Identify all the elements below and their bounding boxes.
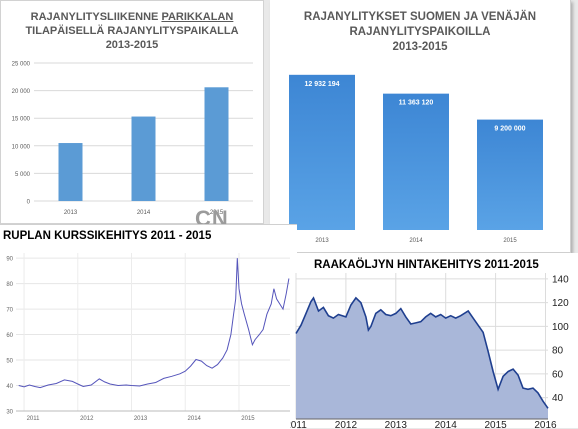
y-tick-label: 40: [552, 393, 564, 404]
chart-parikkala-title-line2: TILAPÄISELLÄ RAJANYLITYSPAIKALLA: [25, 25, 239, 37]
y-tick-label: 60: [552, 369, 564, 380]
bar-value-label: 11 363 120: [399, 100, 434, 107]
x-tick-label: 2013: [64, 210, 78, 216]
x-tick-label: 2015: [241, 416, 255, 422]
y-tick-label: 60: [6, 333, 13, 339]
bar-value-label: 12 932 194: [304, 81, 339, 88]
chart-parikkala: RAJANYLITYSLIIKENNE PARIKKALAN TILAPÄISE…: [0, 0, 264, 224]
chart-ruble-title: RUPLAN KURSSIKEHITYS 2011 - 2015: [3, 230, 212, 242]
bar: [289, 74, 355, 230]
y-tick-label: 80: [6, 282, 13, 288]
x-tick-label: 2014: [435, 420, 458, 428]
chart-parikkala-title-line1: RAJANYLITYSLIIKENNE PARIKKALAN: [30, 11, 234, 23]
y-tick-label: 30: [6, 410, 13, 416]
x-tick-label: 2013: [315, 238, 329, 244]
chart-crossings-plot: 12 932 194 2013 11 363 120 2014 9 200 000 201…: [289, 74, 543, 244]
y-tick-label: 5 000: [15, 172, 31, 178]
x-tick-label: 2011: [27, 416, 41, 422]
x-tick-label: 2015: [484, 420, 507, 428]
series-line: [18, 258, 290, 389]
y-tick-label: 80: [552, 346, 564, 357]
y-tick-label: 100: [552, 322, 569, 333]
x-tick-label: 2013: [385, 420, 408, 428]
bar-value-label: 9 200 000: [494, 126, 525, 133]
chart-crossings-title-line1: RAJANYLITYKSET SUOMEN JA VENÄJÄN: [303, 11, 537, 23]
bar: [383, 93, 449, 230]
chart-ruble: 30 40 50 60 70 80 90 2011 2012 2013 2014 2015 RUPLA…: [0, 224, 297, 429]
bar: [477, 119, 543, 230]
y-tick-label: 20 000: [12, 89, 31, 95]
x-tick-label: 2016: [534, 420, 557, 428]
y-tick-label: 0: [27, 200, 31, 206]
chart-crossings-title-line3: 2013-2015: [392, 41, 448, 53]
bar: [204, 87, 229, 201]
y-tick-label: 40: [6, 384, 13, 390]
x-tick-label: 2012: [80, 416, 94, 422]
chart-ruble-plot: 30 40 50 60 70 80 90 2011 2012 2013 2014 2015: [6, 253, 290, 422]
y-tick-label: 90: [6, 257, 13, 263]
chart-oil: 406080100120140201120122013201420152016 …: [290, 253, 578, 428]
chart-crossings: RAJANYLITYKSET SUOMEN JA VENÄJÄN RAJANYL…: [270, 0, 571, 253]
bar: [58, 143, 83, 201]
x-tick-label: 2014: [188, 416, 202, 422]
y-tick-label: 10 000: [12, 144, 31, 150]
series-line: [295, 296, 549, 409]
x-tick-label: 2015: [210, 210, 224, 216]
x-tick-label: 2012: [335, 420, 358, 428]
x-tick-label: 2014: [409, 238, 423, 244]
chart-oil-plot: 40 60 80 100 120 140 2011 2012 2013 2014 2015 2016: [290, 273, 569, 428]
y-tick-label: 50: [6, 359, 13, 365]
x-tick-label: 2011: [290, 420, 307, 428]
series-area: [296, 297, 548, 419]
chart-oil-title: RAAKAÖLJYN HINTAKEHITYS 2011-2015: [314, 259, 539, 271]
bar: [131, 116, 156, 201]
x-tick-label: 2015: [503, 238, 517, 244]
chart-crossings-title-line2: RAJANYLITYSPAIKOILLA: [349, 26, 491, 38]
y-tick-label: 140: [552, 274, 569, 285]
y-tick-label: 15 000: [12, 117, 31, 123]
chart-parikkala-plot: 0 5 000 10 000 15 000 20 000 25 000 2013 2014 20…: [12, 62, 253, 216]
y-tick-label: 25 000: [12, 62, 31, 68]
y-tick-label: 120: [552, 298, 569, 309]
x-tick-label: 2013: [134, 416, 148, 422]
x-tick-label: 2014: [137, 210, 151, 216]
y-tick-label: 70: [6, 308, 13, 314]
chart-parikkala-title-line3: 2013-2015: [105, 39, 159, 51]
